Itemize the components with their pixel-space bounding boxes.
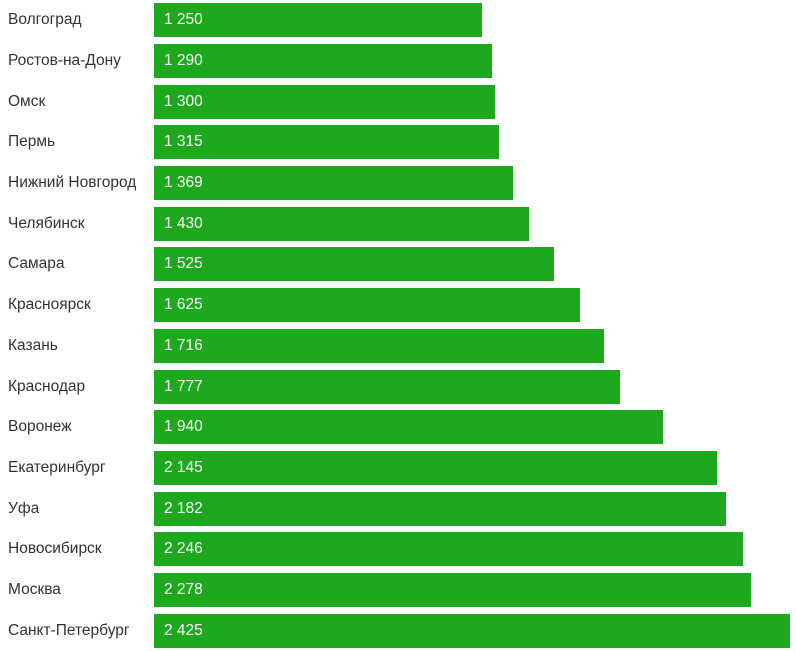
chart-row: Красноярск 1 625 bbox=[0, 285, 796, 326]
chart-row: Москва 2 278 bbox=[0, 570, 796, 611]
chart-row: Санкт-Петербург 2 425 bbox=[0, 610, 796, 651]
category-label: Санкт-Петербург bbox=[8, 621, 130, 639]
chart-row: Ростов-на-Дону 1 290 bbox=[0, 41, 796, 82]
bar: 1 250 bbox=[154, 3, 482, 38]
chart-row: Краснодар 1 777 bbox=[0, 366, 796, 407]
chart-row: Казань 1 716 bbox=[0, 326, 796, 367]
chart-row: Новосибирск 2 246 bbox=[0, 529, 796, 570]
category-label: Волгоград bbox=[8, 11, 82, 29]
category-label: Нижний Новгород bbox=[8, 174, 137, 192]
value-label: 1 777 bbox=[164, 377, 203, 395]
bar: 2 182 bbox=[154, 491, 727, 526]
bar: 1 940 bbox=[154, 410, 663, 445]
value-label: 1 369 bbox=[164, 174, 203, 192]
chart-row: Екатеринбург 2 145 bbox=[0, 448, 796, 489]
bar-area: 1 777 bbox=[154, 369, 790, 404]
category-label: Воронеж bbox=[8, 418, 72, 436]
value-label: 1 940 bbox=[164, 418, 203, 436]
value-label: 1 250 bbox=[164, 11, 203, 29]
bar-area: 1 525 bbox=[154, 247, 790, 282]
bar: 1 300 bbox=[154, 84, 495, 119]
chart-row: Челябинск 1 430 bbox=[0, 203, 796, 244]
value-label: 2 425 bbox=[164, 621, 203, 639]
category-label: Красноярск bbox=[8, 296, 91, 314]
chart-row: Волгоград 1 250 bbox=[0, 0, 796, 41]
bar-area: 2 182 bbox=[154, 491, 790, 526]
value-label: 2 246 bbox=[164, 540, 203, 558]
bar: 1 525 bbox=[154, 247, 554, 282]
bar-area: 1 430 bbox=[154, 206, 790, 241]
chart-row: Самара 1 525 bbox=[0, 244, 796, 285]
bar-area: 2 246 bbox=[154, 532, 790, 567]
value-label: 1 290 bbox=[164, 52, 203, 70]
bar: 1 369 bbox=[154, 166, 514, 201]
bar-area: 1 625 bbox=[154, 288, 790, 323]
bar-area: 1 290 bbox=[154, 44, 790, 79]
bar-area: 1 315 bbox=[154, 125, 790, 160]
bar: 1 430 bbox=[154, 206, 530, 241]
category-label: Екатеринбург bbox=[8, 458, 106, 476]
category-label: Омск bbox=[8, 92, 46, 110]
value-label: 2 278 bbox=[164, 580, 203, 598]
bar-area: 1 940 bbox=[154, 410, 790, 445]
category-label: Самара bbox=[8, 255, 65, 273]
category-label: Краснодар bbox=[8, 377, 86, 395]
bar-area: 2 145 bbox=[154, 450, 790, 485]
chart-row: Омск 1 300 bbox=[0, 81, 796, 122]
category-label: Ростов-на-Дону bbox=[8, 52, 121, 70]
bar-area: 1 369 bbox=[154, 166, 790, 201]
category-label: Челябинск bbox=[8, 214, 85, 232]
bar: 1 315 bbox=[154, 125, 499, 160]
value-label: 1 716 bbox=[164, 336, 203, 354]
bar: 2 425 bbox=[154, 613, 790, 648]
chart-row: Пермь 1 315 bbox=[0, 122, 796, 163]
category-label: Казань bbox=[8, 336, 58, 354]
chart-row: Уфа 2 182 bbox=[0, 488, 796, 529]
category-label: Москва bbox=[8, 580, 61, 598]
bar: 2 145 bbox=[154, 450, 717, 485]
category-label: Новосибирск bbox=[8, 540, 102, 558]
category-label: Уфа bbox=[8, 499, 40, 517]
bar: 1 290 bbox=[154, 44, 493, 79]
bar-area: 1 300 bbox=[154, 84, 790, 119]
bar: 2 278 bbox=[154, 572, 752, 607]
bar: 1 716 bbox=[154, 328, 605, 363]
bar-area: 1 716 bbox=[154, 328, 790, 363]
chart-row: Нижний Новгород 1 369 bbox=[0, 163, 796, 204]
category-label: Пермь bbox=[8, 133, 56, 151]
value-label: 1 300 bbox=[164, 92, 203, 110]
chart-row: Воронеж 1 940 bbox=[0, 407, 796, 448]
value-label: 1 315 bbox=[164, 133, 203, 151]
value-label: 1 525 bbox=[164, 255, 203, 273]
bar: 1 777 bbox=[154, 369, 621, 404]
bar-area: 2 278 bbox=[154, 572, 790, 607]
value-label: 2 182 bbox=[164, 499, 203, 517]
bar-area: 1 250 bbox=[154, 3, 790, 38]
value-label: 1 430 bbox=[164, 214, 203, 232]
bar-area: 2 425 bbox=[154, 613, 790, 648]
bar: 1 625 bbox=[154, 288, 581, 323]
bar: 2 246 bbox=[154, 532, 744, 567]
value-label: 2 145 bbox=[164, 458, 203, 476]
value-label: 1 625 bbox=[164, 296, 203, 314]
